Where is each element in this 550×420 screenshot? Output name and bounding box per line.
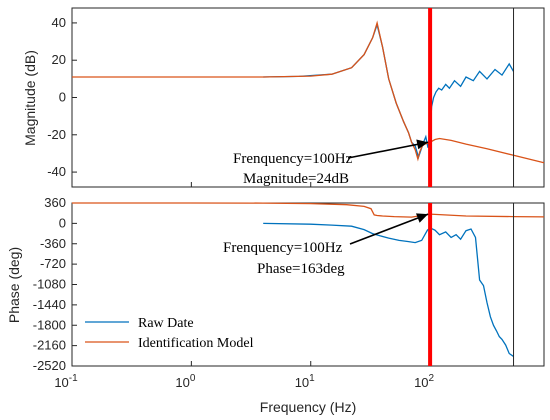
identification-model-line <box>72 202 545 218</box>
x-tick-label: 10-1 <box>54 373 78 390</box>
magnitude-series <box>72 20 545 164</box>
phase-annotation: Frenquency=100Hz Phase=163deg <box>223 213 429 277</box>
legend: Raw Date Identification Model <box>85 316 254 351</box>
phase-annotation-arrow <box>349 213 429 245</box>
y-tick-label: 20 <box>52 52 66 67</box>
magnitude-annotation-line-2: Magnitude=24dB <box>243 171 349 187</box>
y-tick-label: -720 <box>40 256 66 271</box>
y-tick-label: -1440 <box>33 297 66 312</box>
legend-label-raw: Raw Date <box>138 316 194 331</box>
y-tick-label: -1080 <box>33 277 66 292</box>
y-tick-label: -20 <box>47 127 66 142</box>
y-tick-label: 360 <box>44 195 66 210</box>
magnitude-annotation-arrowhead <box>416 139 429 150</box>
phase-annotation-line-1: Frenquency=100Hz <box>223 240 343 256</box>
phase-xticks: 10-1 100 101 102 <box>54 373 434 390</box>
x-tick-label: 100 <box>175 373 195 390</box>
identification-model-line <box>72 20 545 164</box>
phase-annotation-arrowhead <box>416 213 429 223</box>
y-tick-label: -2520 <box>33 358 66 373</box>
y-tick-label: -40 <box>47 164 66 179</box>
y-tick-label: 0 <box>59 215 66 230</box>
magnitude-annotation-arrow <box>347 141 429 159</box>
phase-plot-area <box>71 202 545 367</box>
magnitude-annotation-line-1: Frenquency=100Hz <box>233 151 353 167</box>
magnitude-ylabel: Magnitude (dB) <box>22 50 38 146</box>
legend-label-model: Identification Model <box>138 336 254 351</box>
x-tick-label: 102 <box>414 373 434 390</box>
phase-xlabel: Frequency (Hz) <box>260 399 356 415</box>
y-tick-label: 40 <box>52 15 66 30</box>
phase-yticks: -2520 -2160 -1800 -1440 -1080 -720 -360 0 360 <box>33 195 431 373</box>
magnitude-plot-area <box>71 7 545 188</box>
magnitude-yticks: -40 -20 0 20 40 <box>47 15 431 187</box>
phase-annotation-line-2: Phase=163deg <box>257 261 345 277</box>
y-tick-label: -2160 <box>33 338 66 353</box>
x-tick-label: 101 <box>295 373 315 390</box>
y-tick-label: -360 <box>40 236 66 251</box>
magnitude-panel: -40 -20 0 20 40 Magnitude (dB) Frenquency=10… <box>22 7 545 188</box>
y-tick-label: 0 <box>59 90 66 105</box>
magnitude-annotation: Frenquency=100Hz Magnitude=24dB <box>233 139 429 187</box>
phase-ylabel: Phase (deg) <box>6 247 22 323</box>
phase-panel: -2520 -2160 -1800 -1440 -1080 -720 -360 0 360 10… <box>6 195 545 415</box>
y-tick-label: -1800 <box>33 317 66 332</box>
